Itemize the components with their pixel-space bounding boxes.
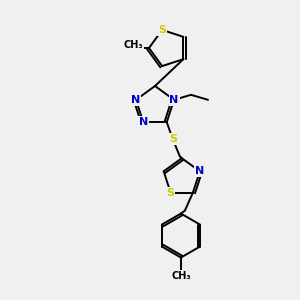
Text: N: N	[131, 95, 141, 105]
Text: S: S	[169, 134, 177, 144]
Text: N: N	[139, 117, 148, 127]
Text: CH₃: CH₃	[171, 271, 191, 281]
Text: N: N	[195, 166, 205, 176]
Text: N: N	[169, 95, 178, 105]
Text: CH₃: CH₃	[123, 40, 143, 50]
Text: S: S	[167, 188, 175, 198]
Text: S: S	[158, 25, 166, 35]
